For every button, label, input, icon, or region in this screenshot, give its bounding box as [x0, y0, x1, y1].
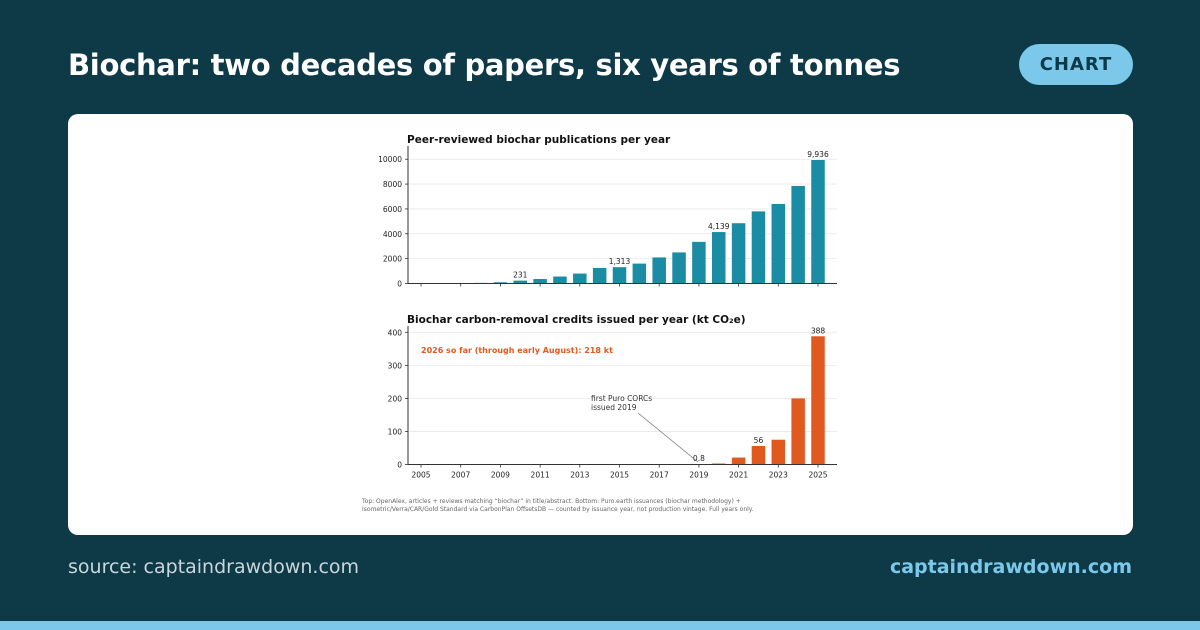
publications-bar-2025	[811, 160, 825, 284]
credits-x-tick-label-2023: 2023	[769, 471, 788, 480]
publications-bar-2017	[652, 257, 666, 284]
credits-chart: Biochar carbon-removal credits issued pe…	[388, 314, 837, 480]
publications-bar-2023	[771, 203, 786, 284]
credits-x-tick-label-2013: 2013	[570, 471, 589, 480]
publications-data-label-2020: 4,139	[708, 222, 730, 231]
publications-bar-2018	[672, 252, 686, 284]
publications-y-tick-label: 8000	[383, 180, 402, 189]
credits-x-tick-label-2015: 2015	[610, 471, 629, 480]
credits-y-tick-label: 100	[388, 427, 403, 436]
chart-canvas: Peer-reviewed biochar publications per y…	[361, 134, 837, 513]
credits-bar-2025	[811, 336, 825, 465]
credits-x-tick-label-2019: 2019	[689, 471, 708, 480]
publications-y-tick-label: 6000	[383, 205, 402, 214]
publications-bar-2016	[632, 263, 647, 284]
credits-bar-2024	[791, 398, 805, 465]
credits-data-labels: 0.8 56 388	[693, 326, 825, 463]
publications-chart-title: Peer-reviewed biochar publications per y…	[407, 134, 671, 146]
publications-y-axis: 0 2000 4000 6000 8000 10000	[378, 155, 408, 289]
publications-bar-2010	[513, 280, 527, 284]
publications-data-labels: 231 1,313 4,139 9,936	[513, 150, 829, 280]
credits-y-tick-label: 0	[397, 461, 402, 470]
publications-bar-2024	[791, 185, 805, 284]
publications-bar-2013	[573, 273, 587, 284]
credits-x-tick-label-2005: 2005	[411, 471, 430, 480]
publications-data-label-2010: 231	[513, 271, 528, 280]
publications-y-tick-label: 10000	[378, 155, 402, 164]
first-puro-annotation-line2: issued 2019	[591, 403, 637, 412]
credits-bars	[692, 336, 825, 465]
publications-bar-2015	[612, 267, 627, 284]
credits-y-tick-label: 200	[388, 394, 403, 403]
credits-data-label-2022: 56	[754, 436, 764, 445]
publications-bar-2014	[592, 267, 607, 284]
credits-2026-annotation: 2026 so far (through early August): 218 …	[421, 346, 613, 355]
credits-y-tick-label: 300	[388, 361, 403, 370]
credits-y-axis: 0 100 200 300 400	[388, 328, 408, 470]
first-puro-annotation-arrow	[637, 412, 699, 463]
source-note-line1: Top: OpenAlex, articles + reviews matchi…	[361, 498, 741, 505]
credits-x-tick-label-2017: 2017	[650, 471, 669, 480]
publications-y-tick-label: 4000	[383, 230, 402, 239]
source-note-line2: Isometric/Verra/CAR/Gold Standard via Ca…	[362, 506, 753, 513]
footer-source: source: captaindrawdown.com	[68, 556, 360, 578]
first-puro-annotation-line1: first Puro CORCs	[591, 394, 652, 403]
publications-y-tick-label: 2000	[383, 255, 402, 264]
credits-data-label-2025: 388	[811, 326, 826, 335]
credits-data-label-2019: 0.8	[693, 454, 705, 463]
chart-card: Peer-reviewed biochar publications per y…	[68, 114, 1133, 535]
credits-x-tick-label-2011: 2011	[531, 471, 550, 480]
publications-bar-2011	[533, 279, 547, 284]
credits-bar-2022	[751, 445, 766, 465]
publications-bar-2009	[493, 282, 508, 284]
publications-chart: Peer-reviewed biochar publications per y…	[378, 134, 837, 289]
credits-y-tick-label: 400	[388, 328, 403, 337]
publications-gridlines	[409, 158, 837, 260]
publications-bar-2020	[712, 232, 726, 284]
credits-x-tick-label-2007: 2007	[451, 471, 470, 480]
footer-site-link[interactable]: captaindrawdown.com	[889, 556, 1132, 578]
credits-bar-2021	[731, 457, 746, 465]
chart-badge: CHART	[1019, 44, 1133, 85]
page-title: Biochar: two decades of papers, six year…	[68, 48, 901, 82]
publications-bar-2012	[553, 276, 567, 284]
credits-x-tick-label-2009: 2009	[491, 471, 510, 480]
publications-data-label-2025: 9,936	[807, 150, 829, 159]
publications-data-label-2015: 1,313	[609, 257, 631, 266]
credits-bar-2023	[771, 439, 786, 465]
credits-x-axis: 2005 2007 2009 2011 2013 2015 2017 2019 2021 2023…	[411, 464, 828, 480]
bottom-accent-strip	[0, 621, 1200, 630]
publications-y-tick-label: 0	[397, 280, 402, 289]
publications-bars	[414, 160, 825, 284]
credits-x-tick-label-2021: 2021	[729, 471, 748, 480]
credits-chart-title: Biochar carbon-removal credits issued pe…	[407, 314, 746, 326]
publications-bar-2021	[731, 223, 746, 284]
credits-gridlines	[409, 331, 837, 432]
credits-x-tick-label-2025: 2025	[808, 471, 827, 480]
publications-x-ticks	[420, 283, 819, 287]
publications-bar-2019	[692, 241, 706, 284]
publications-bar-2022	[751, 211, 766, 284]
